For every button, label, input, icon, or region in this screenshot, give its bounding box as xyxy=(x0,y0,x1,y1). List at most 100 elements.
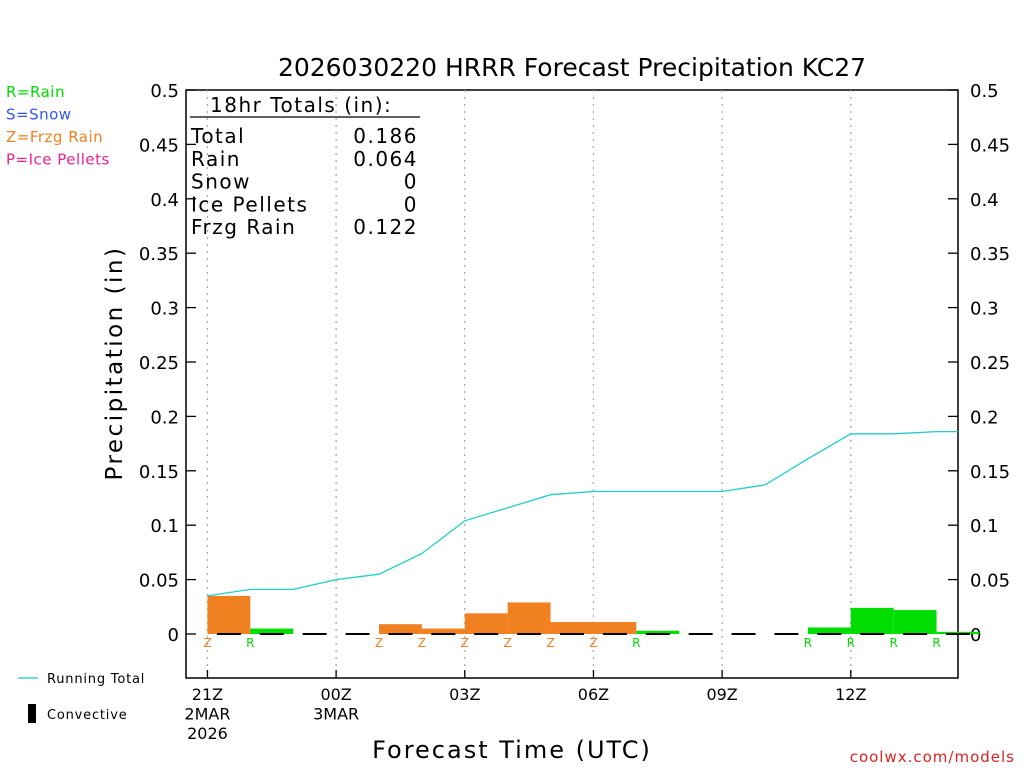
precip-type-code: Z xyxy=(418,636,426,650)
y-tick-label-right: 0.35 xyxy=(970,244,1010,265)
vertical-gridlines xyxy=(206,90,852,678)
precip-bar xyxy=(250,628,294,634)
y-tick-label-left: 0.1 xyxy=(150,516,179,537)
plot-frame xyxy=(185,89,959,679)
running-total-line xyxy=(207,430,958,597)
type-legend-item: Z=Frzg Rain xyxy=(6,128,103,146)
totals-value: 0.122 xyxy=(353,215,418,239)
totals-value: 0.064 xyxy=(353,147,418,171)
precip-bar xyxy=(807,627,851,634)
precip-bar xyxy=(507,602,551,634)
totals-value: 0 xyxy=(404,192,418,216)
totals-label: Rain xyxy=(191,147,241,171)
convective-bar xyxy=(860,633,885,635)
y-tick-label-left: 0.5 xyxy=(150,81,179,102)
convective-bar xyxy=(259,633,284,635)
y-axis-label: Precipitation (in) xyxy=(102,246,128,481)
convective-bar xyxy=(645,633,670,635)
precip-bar xyxy=(207,595,251,634)
y-axis-left: 0 0.05 0.1 0.15 0.2 0.25 0.3 0.35 0.4 0.45 0.5 xyxy=(139,81,196,646)
convective-bar xyxy=(216,633,241,635)
totals-value: 0 xyxy=(404,170,418,194)
convective-bar xyxy=(731,633,756,635)
y-tick-label-right: 0.2 xyxy=(970,407,999,428)
precip-type-legend: R=Rain S=Snow Z=Frzg Rain P=Ice Pellets xyxy=(6,83,110,169)
y-tick-label-left: 0.35 xyxy=(139,244,179,265)
precip-type-code: Z xyxy=(461,636,469,650)
chart-title: 2026030220 HRRR Forecast Precipitation K… xyxy=(278,53,866,82)
y-axis-right: 0 0.05 0.1 0.15 0.2 0.25 0.3 0.35 0.4 0.45 0.5 xyxy=(948,81,1010,646)
totals-header: 18hr Totals (in): xyxy=(210,93,392,117)
precip-bar xyxy=(636,630,680,634)
convective-bar xyxy=(817,633,842,635)
y-tick-label-right: 0.5 xyxy=(970,81,999,102)
y-tick-label-right: 0.4 xyxy=(970,190,999,211)
line-legend: Running Total Convective xyxy=(18,672,145,723)
convective-bar xyxy=(302,633,327,635)
precip-type-code: Z xyxy=(203,636,211,650)
x-tick-label: 03Z xyxy=(449,685,480,704)
y-tick-label-right: 0.1 xyxy=(970,516,999,537)
totals-label: Snow xyxy=(191,170,251,194)
convective-bar xyxy=(774,633,799,635)
y-tick-label-right: 0.3 xyxy=(970,299,999,320)
precip-type-code: R xyxy=(804,636,812,650)
totals-rows: Total 0.186 Rain 0.064 Snow 0 Ice Pellets 0 Frzg… xyxy=(190,124,418,239)
convective-bar xyxy=(946,633,970,635)
x-tick-label: 06Z xyxy=(578,685,609,704)
credit-text: coolwx.com/models xyxy=(850,748,1015,766)
precip-bar xyxy=(850,607,894,634)
convective-bar xyxy=(345,633,370,635)
precip-type-code: R xyxy=(632,636,640,650)
convective-bar xyxy=(517,633,542,635)
line-legend-item: Convective xyxy=(47,708,128,723)
precip-bar xyxy=(893,610,937,634)
precip-bar xyxy=(593,622,637,634)
totals-box: 18hr Totals (in): Total 0.186 Rain 0.064 Sno… xyxy=(190,93,420,239)
precip-bar xyxy=(550,622,594,634)
x-tick-label: 09Z xyxy=(706,685,737,704)
totals-value: 0.186 xyxy=(353,124,418,148)
precip-bar xyxy=(379,624,422,634)
hourly-precip-bars xyxy=(207,595,980,634)
precip-bar xyxy=(421,628,465,634)
y-tick-label-right: 0.05 xyxy=(970,571,1010,592)
y-tick-label-left: 0.3 xyxy=(150,299,179,320)
convective-bar xyxy=(602,633,627,635)
y-tick-label-left: 0.15 xyxy=(139,462,179,483)
y-tick-label-left: 0.05 xyxy=(139,571,179,592)
y-tick-label-left: 0.4 xyxy=(150,190,179,211)
type-legend-item: R=Rain xyxy=(6,83,65,101)
precip-type-code: Z xyxy=(504,636,512,650)
precip-type-code: R xyxy=(246,636,254,650)
totals-label: Total xyxy=(190,124,245,148)
convective-swatch xyxy=(28,704,36,723)
precip-type-code: Z xyxy=(546,636,554,650)
precip-bar xyxy=(464,613,508,634)
type-legend-item: P=Ice Pellets xyxy=(6,151,110,169)
y-tick-label-right: 0.25 xyxy=(970,353,1010,374)
convective-bar xyxy=(903,633,928,635)
x-tick-label: 00Z xyxy=(320,685,351,704)
precip-type-code: R xyxy=(932,636,940,650)
precip-type-code: R xyxy=(847,636,855,650)
line-legend-item: Running Total xyxy=(47,672,145,687)
y-tick-label-right: 0.15 xyxy=(970,462,1010,483)
convective-bar xyxy=(474,633,499,635)
x-tick-label: 2MAR xyxy=(184,705,230,724)
totals-label: Ice Pellets xyxy=(191,192,308,216)
convective-marks xyxy=(216,633,970,635)
y-tick-label-right: 0 xyxy=(970,625,981,646)
y-tick-label-left: 0.45 xyxy=(139,135,179,156)
convective-bar xyxy=(431,633,456,635)
precip-bar xyxy=(936,631,980,634)
precip-type-code: Z xyxy=(375,636,383,650)
convective-bar xyxy=(688,633,713,635)
type-legend-item: S=Snow xyxy=(6,106,72,124)
x-tick-label: 3MAR xyxy=(313,705,359,724)
x-tick-label: 21Z xyxy=(192,685,223,704)
y-tick-label-right: 0.45 xyxy=(970,135,1010,156)
precip-type-code: R xyxy=(889,636,897,650)
